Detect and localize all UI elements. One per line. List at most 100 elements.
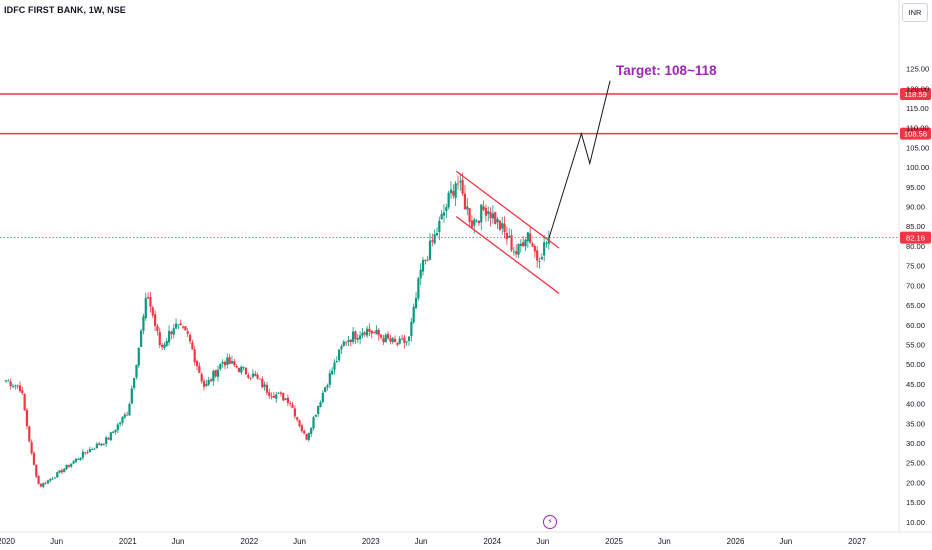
candle-body [307, 433, 310, 440]
candle-body [361, 332, 364, 336]
candle-body [459, 181, 462, 183]
candle-body [356, 338, 359, 340]
price-tick-label: 70.00 [906, 281, 925, 290]
candle-body [95, 443, 98, 449]
candle-body [510, 235, 513, 251]
candle-body [482, 206, 485, 210]
candle-body [86, 452, 89, 454]
price-tick-label: 55.00 [906, 340, 925, 349]
candle-body [321, 392, 324, 403]
candle-body [212, 370, 215, 382]
candle-body [119, 422, 122, 425]
candle-body [123, 414, 126, 418]
candle-body [452, 191, 455, 196]
candle-body [65, 464, 68, 470]
time-axis[interactable]: 2020 Jun 2021 Jun 2022 Jun 2023 Jun 2024 Jun 2025 J… [0, 531, 932, 546]
candle-body [98, 443, 101, 445]
candle-body [237, 368, 241, 372]
candle-body [170, 331, 173, 334]
candle-body [540, 256, 543, 260]
level-price-text: 118.59 [904, 90, 927, 99]
candle-body [389, 338, 392, 342]
candle-body [449, 189, 453, 194]
time-tick-label: 2024 [483, 537, 501, 546]
time-tick-label: Jun [779, 537, 792, 546]
candle-body [354, 331, 357, 340]
price-axis[interactable]: 10.00 15.00 20.00 25.00 30.00 35.00 40.00 45.00… [898, 0, 929, 532]
candle-body [386, 333, 390, 339]
candle-body [347, 340, 350, 342]
candle-body [35, 464, 38, 477]
candle-body [426, 259, 429, 261]
candle-body [126, 414, 129, 416]
price-tick-label: 60.00 [906, 321, 925, 330]
candle-body [60, 470, 64, 473]
candle-body [526, 232, 529, 242]
candle-body [42, 483, 45, 487]
candle-body [428, 240, 432, 260]
level-price-tag [900, 127, 931, 140]
candle-body [81, 451, 84, 458]
price-tick-label: 110.00 [906, 124, 929, 133]
candle-body [91, 449, 94, 450]
candle-body [107, 438, 110, 440]
candle-body [447, 192, 450, 208]
candle-body [328, 373, 331, 385]
candle-body [112, 431, 115, 433]
currency-button[interactable]: INR [902, 3, 928, 22]
candle-body [463, 193, 467, 210]
lightning-icon[interactable]: ⚡ [543, 515, 557, 529]
candle-body [501, 223, 504, 229]
time-tick-label: 2026 [727, 537, 745, 546]
candle-body [410, 321, 413, 337]
candle-body [188, 334, 192, 342]
candle-body [77, 459, 80, 460]
candle-body [270, 396, 273, 398]
candle-body [130, 388, 133, 404]
level-price-text: 108.56 [904, 130, 927, 139]
candle-body [268, 392, 271, 396]
candle-body [165, 340, 168, 346]
candle-body [277, 392, 280, 394]
target-annotation[interactable]: Target: 108~118 [616, 63, 717, 78]
candle-body [545, 242, 548, 244]
candle-body [393, 338, 397, 342]
candle-body [254, 373, 257, 376]
price-tick-label: 95.00 [906, 183, 925, 192]
candle-body [105, 437, 108, 444]
candle-body [286, 397, 289, 403]
candle-body [524, 239, 527, 247]
candle-body [440, 213, 443, 220]
candle-body [137, 347, 140, 366]
candle-body [503, 223, 506, 233]
candle-body [529, 233, 532, 243]
candle-body [240, 366, 243, 373]
candle-body [456, 183, 460, 185]
candle-body [403, 337, 406, 344]
candle-body [251, 373, 255, 377]
candle-body [142, 316, 145, 331]
candle-body [256, 374, 259, 379]
candle-body [272, 396, 276, 398]
candle-body [543, 242, 546, 256]
candle-body [135, 364, 138, 378]
drawings-layer[interactable] [455, 80, 611, 294]
candle-body [114, 430, 117, 432]
last-price-text: 82.16 [906, 234, 925, 243]
candle-body [293, 408, 296, 417]
candle-body [44, 482, 47, 484]
candle-body [312, 417, 315, 429]
candle-body [25, 409, 29, 427]
candle-body [23, 393, 26, 411]
candle-body [9, 381, 12, 387]
candle-body [279, 392, 283, 394]
price-tick-label: 85.00 [906, 222, 925, 231]
channel-lower-line [455, 216, 560, 294]
channel-upper-line [455, 170, 560, 249]
candle-body [445, 207, 448, 211]
price-tick-label: 40.00 [906, 400, 925, 409]
candle-body [84, 452, 87, 454]
horizontal-levels[interactable]: 118.59 108.56 82.16 [0, 88, 931, 244]
candle-body [242, 366, 245, 368]
